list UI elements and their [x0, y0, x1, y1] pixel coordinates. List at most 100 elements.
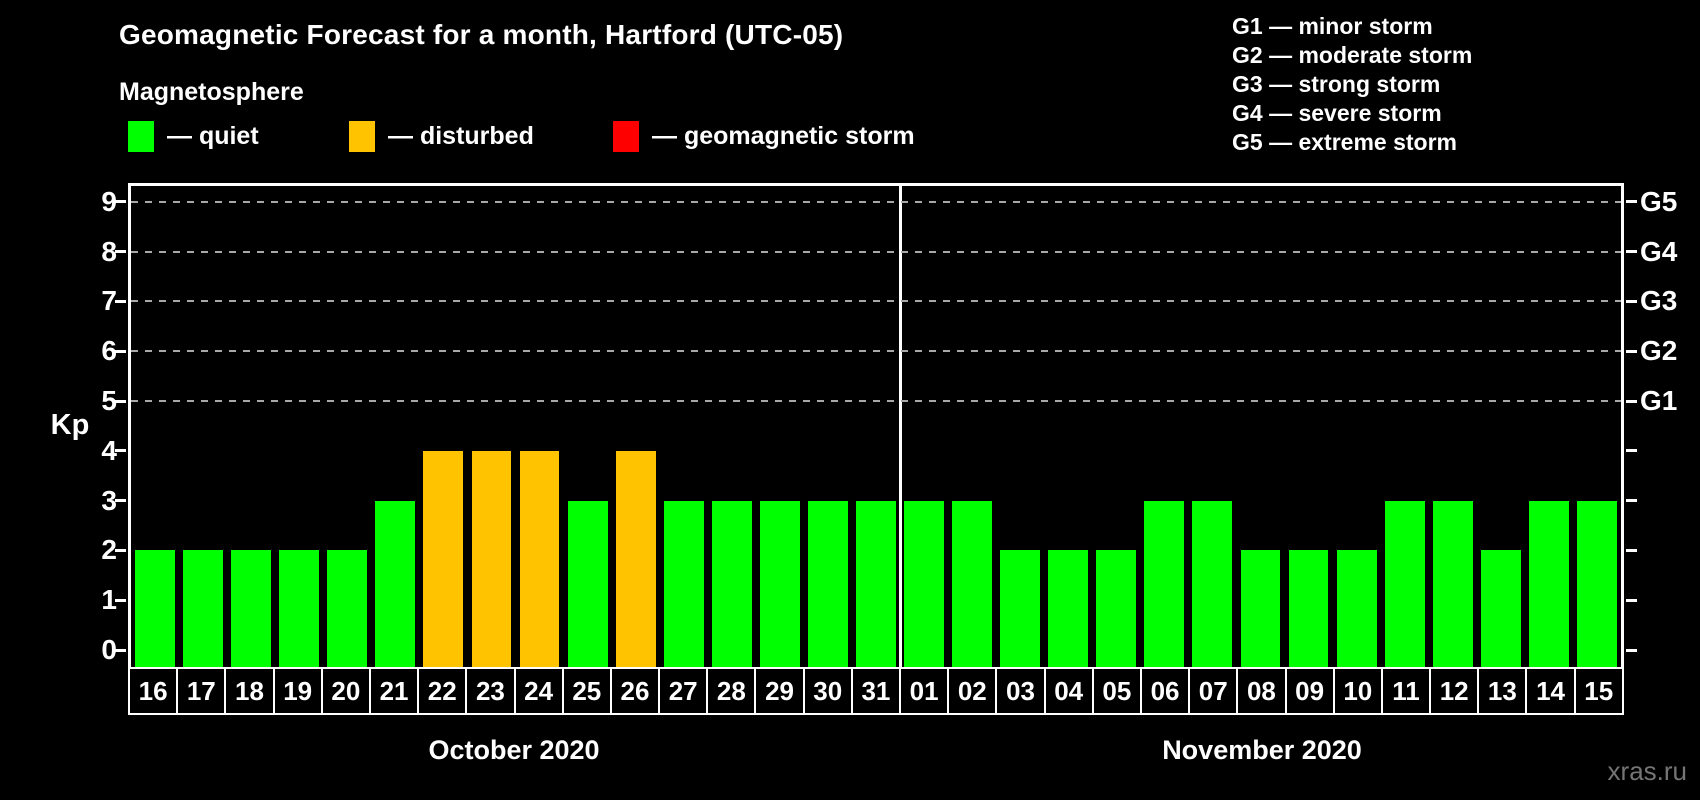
y-tick-right-3 [1626, 499, 1637, 503]
storm-scale-g4: G4 — severe storm [1232, 100, 1442, 126]
y-tick-label-1: 1 [101, 584, 117, 616]
y-tick-left-6 [115, 349, 126, 353]
kp-bar-november-13 [1480, 550, 1521, 667]
day-label-november-07: 07 [1188, 667, 1237, 715]
day-label-october-19: 19 [272, 667, 321, 715]
kp-bar-november-09 [1288, 550, 1329, 667]
day-label-november-12: 12 [1429, 667, 1478, 715]
y-tick-right-6 [1626, 349, 1637, 353]
kp-bar-october-28 [711, 500, 752, 667]
y-tick-left-1 [115, 598, 126, 602]
y-tick-left-7 [115, 299, 126, 303]
kp-bar-november-06 [1144, 500, 1185, 667]
day-label-november-10: 10 [1332, 667, 1381, 715]
kp-bar-november-01 [904, 500, 944, 667]
bar-slot-november-10 [1333, 186, 1381, 667]
day-label-october-20: 20 [320, 667, 369, 715]
y-tick-right-0 [1626, 648, 1637, 652]
day-label-october-16: 16 [128, 667, 177, 715]
y-tick-label-8: 8 [101, 235, 117, 267]
day-label-october-22: 22 [417, 667, 466, 715]
kp-bar-october-16 [135, 550, 175, 667]
day-label-october-28: 28 [706, 667, 755, 715]
y-tick-label-6: 6 [101, 335, 117, 367]
bar-slot-november-12 [1429, 186, 1477, 667]
day-label-november-01: 01 [899, 667, 948, 715]
kp-bar-october-29 [759, 500, 800, 667]
bar-slot-october-17 [179, 186, 227, 667]
kp-bar-october-25 [567, 500, 608, 667]
storm-scale-legend: G1 — minor storm G2 — moderate storm G3 … [1232, 12, 1472, 157]
bar-slot-november-11 [1381, 186, 1429, 667]
day-label-october-31: 31 [850, 667, 899, 715]
bar-slot-november-05 [1092, 186, 1140, 667]
bar-slot-october-16 [131, 186, 179, 667]
y-tick-left-4 [115, 449, 126, 453]
y-tick-label-3: 3 [101, 484, 117, 516]
kp-bar-october-30 [807, 500, 848, 667]
day-label-november-09: 09 [1284, 667, 1333, 715]
bar-slot-november-03 [996, 186, 1044, 667]
bar-slot-october-18 [227, 186, 275, 667]
day-label-november-15: 15 [1573, 667, 1624, 715]
bar-slot-october-25 [564, 186, 612, 667]
y-tick-left-0 [115, 648, 126, 652]
y-tick-label-0: 0 [101, 634, 117, 665]
day-label-october-26: 26 [609, 667, 659, 715]
kp-bar-october-21 [375, 500, 416, 667]
bar-slot-october-30 [804, 186, 852, 667]
bar-slot-october-28 [708, 186, 756, 667]
month-label-november: November 2020 [1162, 735, 1362, 765]
kp-bar-november-14 [1528, 500, 1569, 667]
y-tick-right-8 [1626, 250, 1637, 254]
y-tick-right-1 [1626, 598, 1637, 602]
bar-slot-november-07 [1188, 186, 1236, 667]
kp-bar-november-08 [1240, 550, 1281, 667]
kp-bar-october-18 [231, 550, 272, 667]
legend-item-label: — geomagnetic storm [652, 122, 915, 150]
kp-bar-november-07 [1192, 500, 1233, 667]
gridline-kp-7 [131, 300, 1621, 303]
kp-bar-october-22 [423, 450, 464, 667]
quiet-swatch-icon [128, 121, 154, 152]
storm-swatch-icon [613, 121, 639, 152]
kp-bar-october-31 [856, 500, 896, 667]
storm-scale-g1: G1 — minor storm [1232, 13, 1433, 39]
kp-bar-november-03 [1000, 550, 1041, 667]
right-axis-label-g1: G1 [1640, 385, 1678, 416]
bar-slot-november-14 [1525, 186, 1573, 667]
day-label-november-02: 02 [947, 667, 996, 715]
legend-item-quiet: — quiet [128, 121, 259, 152]
day-label-october-25: 25 [561, 667, 610, 715]
kp-bar-november-05 [1096, 550, 1137, 667]
gridline-kp-9 [131, 200, 1621, 203]
bar-slot-october-31 [852, 186, 900, 667]
bar-slot-october-20 [323, 186, 371, 667]
kp-bar-october-24 [519, 450, 560, 667]
bar-slot-november-01 [900, 186, 948, 667]
gridline-kp-5 [131, 400, 1621, 402]
day-label-november-05: 05 [1091, 667, 1140, 715]
day-label-october-17: 17 [176, 667, 225, 715]
legend-item-disturbed: — disturbed [349, 121, 534, 152]
bar-slot-november-09 [1285, 186, 1333, 667]
kp-bar-october-17 [183, 550, 224, 667]
storm-scale-g5: G5 — extreme storm [1232, 129, 1457, 155]
right-axis-label-g4: G4 [1640, 235, 1678, 267]
storm-scale-g2: G2 — moderate storm [1232, 42, 1473, 68]
day-label-november-06: 06 [1139, 667, 1189, 715]
bar-slot-november-15 [1573, 186, 1621, 667]
day-label-october-23: 23 [465, 667, 514, 715]
day-label-november-11: 11 [1380, 667, 1430, 715]
bar-series [131, 186, 1621, 667]
legend-item-label: — disturbed [388, 122, 534, 150]
y-axis-title: Kp [50, 409, 90, 441]
day-label-october-21: 21 [368, 667, 418, 715]
kp-bar-november-04 [1048, 550, 1089, 667]
day-label-november-08: 08 [1236, 667, 1285, 715]
y-tick-left-8 [115, 250, 126, 254]
kp-bar-october-23 [471, 450, 512, 667]
kp-bar-november-02 [952, 500, 993, 667]
kp-bar-november-12 [1432, 500, 1473, 667]
bar-slot-november-06 [1140, 186, 1188, 667]
